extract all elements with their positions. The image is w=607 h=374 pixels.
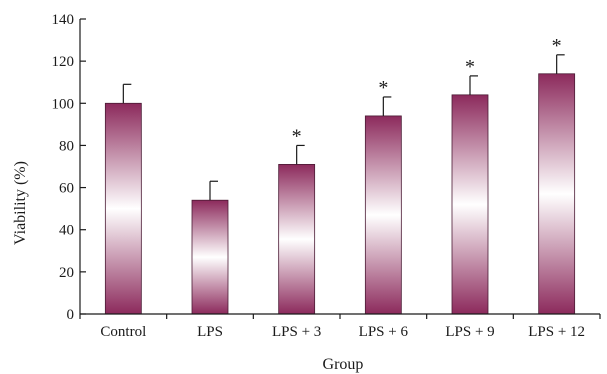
y-tick-label-8: 140 [52,12,75,28]
x-tick-label-5: LPS + 9 [445,324,494,340]
y-tick-label-6: 100 [52,96,75,112]
x-axis-title: Group [323,356,364,373]
bar-3 [278,163,316,315]
y-axis-title: Viability (%) [12,161,29,245]
x-tick-label-3: LPS + 3 [272,324,321,340]
x-tick-label-1: Control [100,324,146,340]
axes-layer: Control LPS LPS + 3 LPS + 6 LPS + 9 LPS + 12 0… [52,12,601,340]
x-tick-label-2: LPS [197,324,223,340]
significance-mark-5: * [465,56,475,78]
bars-layer: * * * * [104,35,576,315]
bar-6 [538,73,576,315]
bar-2 [191,199,229,315]
bar-1 [104,102,142,315]
y-tick-label-1: 0 [67,307,75,323]
y-tick-label-5: 80 [59,138,74,154]
y-tick-label-3: 40 [59,223,74,239]
y-tick-label-7: 120 [52,54,75,70]
y-tick-label-4: 60 [59,181,74,197]
bar-4 [364,115,402,315]
y-tick-label-2: 20 [59,265,74,281]
significance-mark-6: * [552,35,562,57]
significance-mark-4: * [378,77,388,99]
x-tick-label-6: LPS + 12 [528,324,585,340]
x-tick-label-4: LPS + 6 [359,324,409,340]
significance-mark-3: * [292,125,302,147]
bar-5 [451,94,489,315]
